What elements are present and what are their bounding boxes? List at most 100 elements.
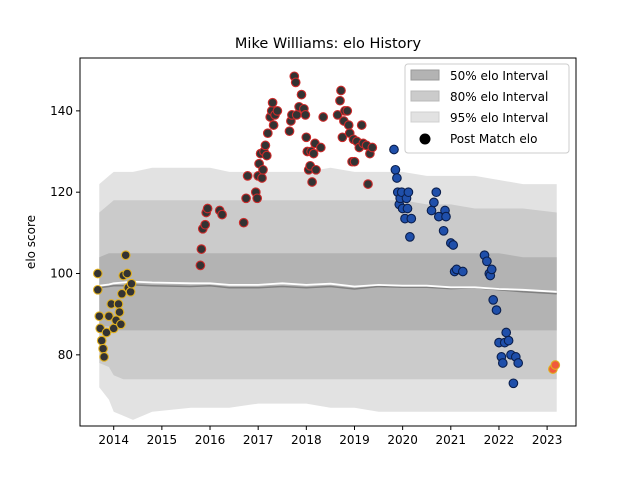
- interval-bands: [99, 167, 557, 420]
- match-point: [501, 327, 512, 338]
- legend: 50% elo Interval 80% elo Interval 95% el…: [404, 63, 570, 154]
- match-point: [402, 203, 413, 214]
- match-point: [96, 335, 107, 346]
- match-point: [94, 311, 105, 322]
- match-point: [125, 286, 136, 297]
- y-axis-ticks: 80 100 120 140: [50, 104, 80, 362]
- match-point: [363, 179, 373, 189]
- match-point: [315, 142, 326, 153]
- axes-frame: [79, 57, 577, 427]
- match-point: [238, 217, 249, 228]
- x-axis-ticks: 2014 2015 2016 2017 2018 2019 2020 2021 2022 2023: [98, 426, 562, 447]
- match-point: [195, 260, 206, 271]
- match-point: [200, 219, 211, 230]
- match-point: [342, 106, 353, 116]
- match-point: [429, 197, 439, 208]
- legend-swatch-50: [410, 69, 440, 81]
- match-point: [403, 187, 414, 198]
- match-point: [113, 299, 124, 309]
- match-point: [126, 278, 137, 289]
- match-point: [114, 307, 125, 317]
- match-point: [426, 205, 437, 216]
- match-point: [337, 132, 348, 143]
- match-point: [486, 264, 497, 275]
- match-point: [349, 156, 360, 167]
- y-tick-label: 80: [58, 348, 73, 362]
- legend-label-50: 50% elo Interval: [450, 69, 548, 83]
- x-tick-label: 2019: [339, 433, 370, 447]
- match-point: [284, 126, 295, 137]
- match-point: [262, 128, 273, 139]
- match-point: [290, 77, 301, 88]
- match-point: [268, 120, 279, 130]
- match-point: [301, 132, 312, 143]
- match-points: [92, 71, 561, 389]
- y-tick-label: 140: [50, 104, 73, 118]
- match-point: [267, 97, 278, 108]
- match-point: [438, 225, 449, 236]
- x-tick-label: 2016: [195, 433, 226, 447]
- legend-label-post-match: Post Match elo: [450, 132, 537, 146]
- match-point: [272, 106, 283, 116]
- match-point: [336, 85, 346, 96]
- x-tick-label: 2023: [532, 433, 563, 447]
- match-point: [308, 148, 319, 159]
- match-point: [356, 120, 367, 130]
- match-point: [332, 110, 343, 120]
- match-point: [260, 140, 271, 151]
- match-point: [448, 240, 459, 250]
- legend-label-95: 95% elo Interval: [450, 111, 548, 125]
- match-point: [300, 110, 311, 120]
- match-point: [513, 358, 524, 368]
- match-point: [291, 110, 302, 120]
- match-point: [101, 327, 112, 338]
- x-tick-label: 2014: [98, 433, 129, 447]
- match-point: [405, 232, 415, 242]
- match-point: [92, 284, 103, 295]
- match-point: [406, 213, 417, 224]
- legend-label-80: 80% elo Interval: [450, 90, 548, 104]
- y-axis-label: elo score: [24, 215, 38, 269]
- match-point: [241, 193, 251, 204]
- match-point: [508, 378, 519, 389]
- match-point: [311, 164, 321, 175]
- x-tick-label: 2022: [484, 433, 515, 447]
- match-point: [335, 95, 345, 106]
- match-point: [457, 266, 468, 277]
- match-point: [488, 295, 499, 305]
- match-point: [202, 203, 213, 214]
- match-point: [196, 244, 207, 254]
- match-point: [343, 120, 354, 130]
- match-point: [122, 268, 133, 279]
- match-point: [217, 209, 227, 220]
- match-point: [318, 112, 329, 122]
- match-point: [116, 319, 126, 330]
- match-point: [258, 164, 268, 175]
- match-point: [392, 173, 402, 183]
- legend-swatch-80: [410, 90, 440, 102]
- match-point: [390, 164, 401, 175]
- match-point: [104, 311, 114, 322]
- x-tick-label: 2015: [147, 433, 178, 447]
- match-point: [99, 352, 109, 362]
- x-tick-label: 2018: [291, 433, 322, 447]
- match-point: [252, 193, 263, 204]
- legend-frame: [404, 63, 570, 154]
- band-50: [99, 253, 557, 331]
- x-tick-label: 2017: [243, 433, 274, 447]
- match-point: [98, 343, 108, 354]
- match-point: [441, 211, 451, 222]
- match-point: [296, 89, 307, 100]
- x-tick-label: 2021: [436, 433, 467, 447]
- y-tick-label: 100: [50, 267, 73, 281]
- match-point: [503, 335, 514, 346]
- match-point: [257, 173, 267, 183]
- match-point: [242, 171, 253, 181]
- match-point: [367, 142, 378, 153]
- match-point: [482, 256, 492, 267]
- match-point: [431, 187, 442, 198]
- legend-swatch-95: [410, 111, 440, 123]
- match-point: [550, 360, 561, 370]
- match-point: [307, 177, 317, 187]
